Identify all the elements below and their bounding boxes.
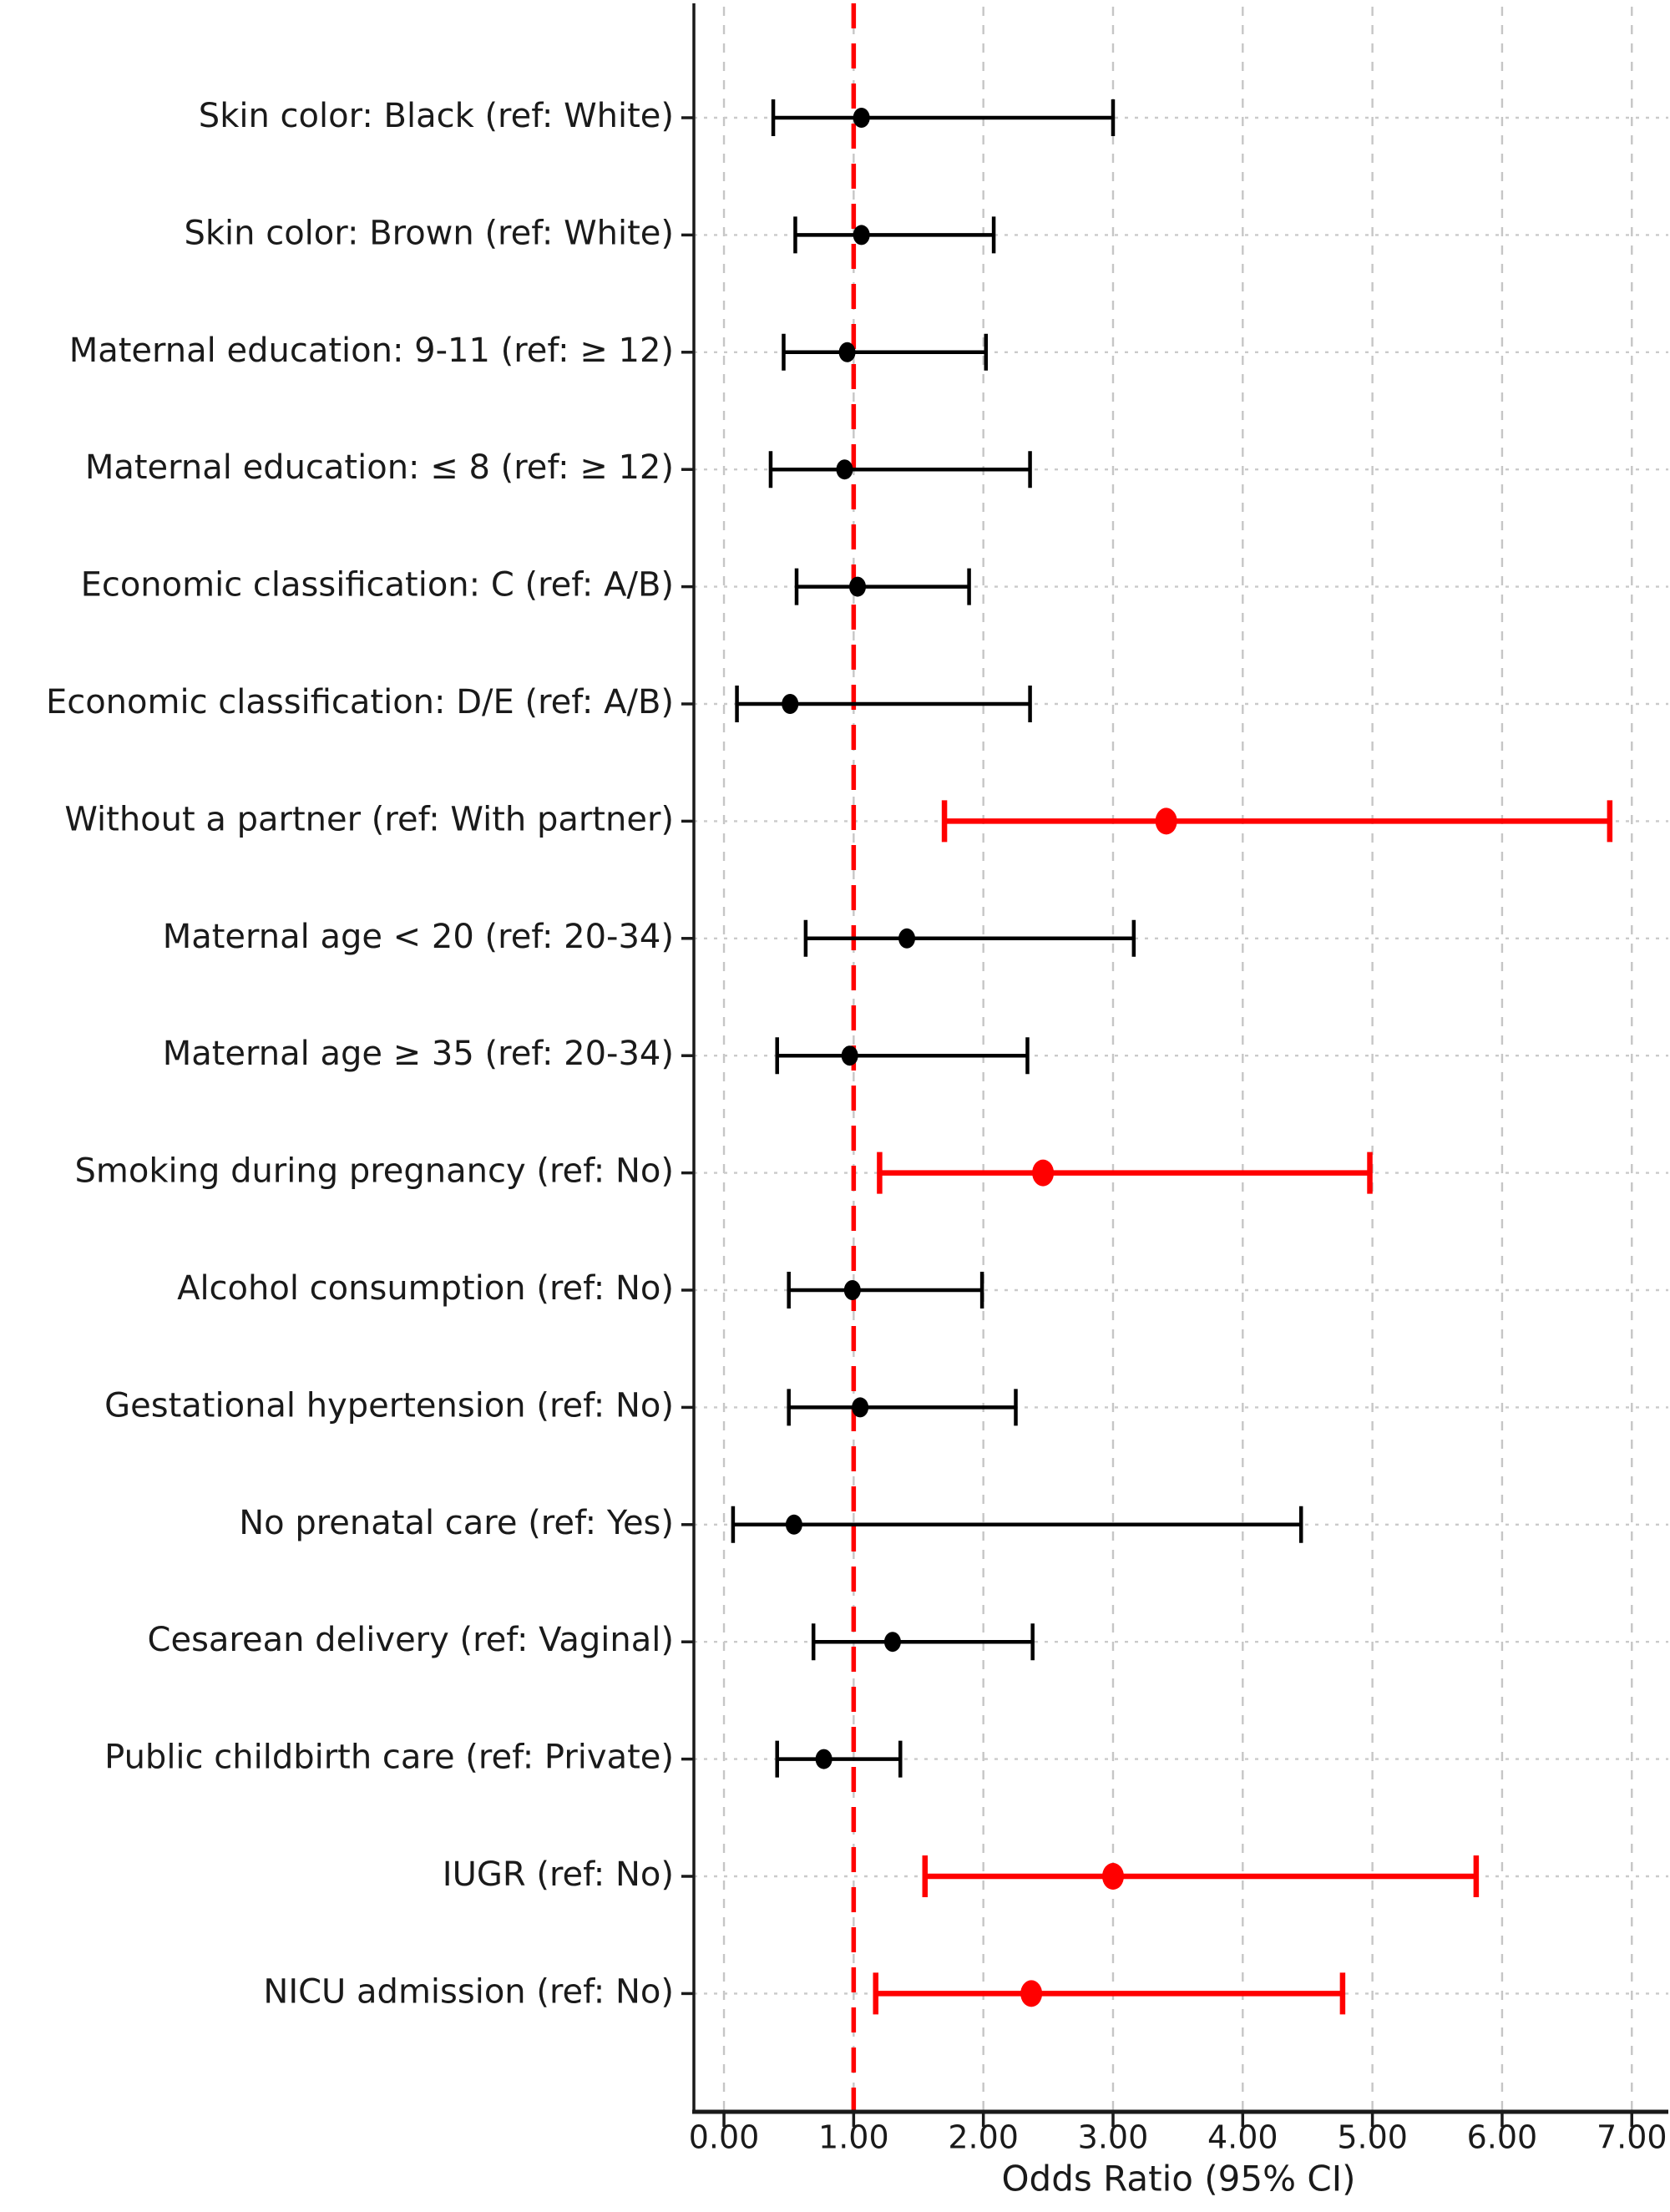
x-tick-label: 0.00 — [689, 2119, 760, 2156]
row-label: No prenatal care (ref: Yes) — [239, 1504, 674, 1542]
point-marker — [838, 342, 856, 362]
row-label: Maternal education: 9-11 (ref: ≥ 12) — [69, 332, 674, 370]
point-marker — [785, 1514, 802, 1535]
x-tick-label: 6.00 — [1467, 2119, 1538, 2156]
x-axis-title: Odds Ratio (95% CI) — [1002, 2159, 1356, 2199]
point-marker — [853, 108, 870, 128]
row-label: Skin color: Black (ref: White) — [199, 97, 674, 135]
row-label: Economic classification: C (ref: A/B) — [81, 566, 674, 605]
row-label: Maternal education: ≤ 8 (ref: ≥ 12) — [85, 448, 674, 487]
row-label: IUGR (ref: No) — [443, 1855, 674, 1894]
x-tick-label: 3.00 — [1078, 2119, 1149, 2156]
row-label: Gestational hypertension (ref: No) — [104, 1386, 674, 1425]
x-tick-label: 2.00 — [948, 2119, 1019, 2156]
point-marker — [782, 694, 799, 714]
point-marker — [815, 1749, 832, 1769]
point-marker — [841, 1045, 858, 1066]
point-marker — [1155, 807, 1177, 835]
x-tick-label: 7.00 — [1597, 2119, 1667, 2156]
point-marker — [1032, 1159, 1055, 1187]
row-label: Public childbirth care (ref: Private) — [104, 1739, 674, 1777]
row-label: Smoking during pregnancy (ref: No) — [75, 1152, 675, 1191]
row-label: Maternal age < 20 (ref: 20-34) — [163, 918, 674, 956]
row-label: Without a partner (ref: With partner) — [64, 800, 674, 838]
x-tick-label: 4.00 — [1207, 2119, 1278, 2156]
row-label: Alcohol consumption (ref: No) — [177, 1269, 674, 1308]
point-marker — [1101, 1863, 1124, 1890]
point-marker — [898, 928, 916, 949]
x-tick-label: 5.00 — [1337, 2119, 1408, 2156]
x-tick-label: 1.00 — [818, 2119, 889, 2156]
row-label: Skin color: Brown (ref: White) — [184, 214, 674, 252]
point-marker — [1020, 1980, 1043, 2007]
point-marker — [843, 1280, 861, 1300]
row-label: Maternal age ≥ 35 (ref: 20-34) — [163, 1035, 674, 1073]
row-label: NICU admission (ref: No) — [263, 1972, 674, 2011]
point-marker — [853, 225, 870, 245]
point-marker — [836, 459, 853, 480]
point-marker — [883, 1632, 901, 1653]
row-label: Economic classification: D/E (ref: A/B) — [46, 683, 674, 721]
point-marker — [852, 1397, 869, 1418]
point-marker — [849, 576, 867, 597]
row-label: Cesarean delivery (ref: Vaginal) — [148, 1621, 674, 1659]
